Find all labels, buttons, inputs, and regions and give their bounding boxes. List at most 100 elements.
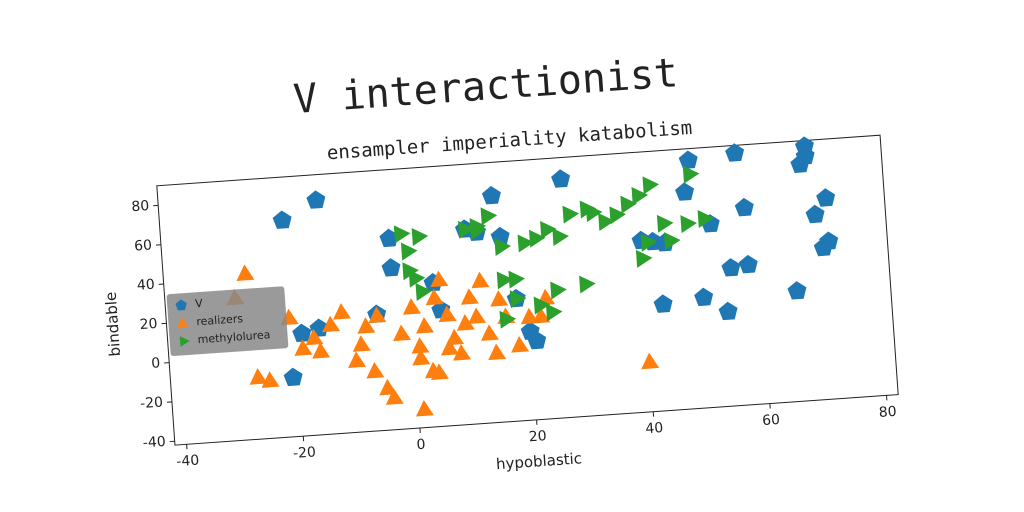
point [678, 150, 698, 169]
x-tick-label: 80 [878, 404, 897, 421]
point [517, 234, 535, 253]
point [446, 328, 465, 346]
point [579, 275, 596, 294]
point [283, 367, 303, 387]
point [585, 204, 603, 222]
point [509, 290, 527, 309]
point [458, 220, 475, 239]
point [795, 146, 815, 165]
point [357, 317, 376, 334]
point [393, 324, 412, 342]
point [471, 271, 490, 289]
point [381, 258, 401, 277]
y-tick-label: 40 [136, 277, 155, 294]
point [425, 288, 444, 306]
point [430, 270, 449, 288]
point [305, 328, 324, 346]
point [682, 165, 700, 184]
point [438, 305, 457, 323]
rotated-figure: V interactionist ensampler imperiality k… [102, 50, 899, 473]
point [598, 213, 615, 231]
point [640, 233, 658, 252]
point [480, 207, 498, 226]
point [236, 264, 255, 281]
point [415, 399, 434, 417]
point [511, 336, 530, 353]
point [562, 205, 580, 224]
point [508, 270, 525, 289]
point [653, 294, 673, 313]
point [680, 215, 697, 234]
point [641, 352, 660, 370]
x-tick-label: 0 [416, 437, 426, 454]
point [348, 351, 367, 368]
point [411, 337, 430, 354]
point [385, 388, 404, 405]
point [620, 195, 637, 214]
point [609, 206, 626, 225]
point [675, 182, 695, 201]
x-tick-label: -20 [292, 444, 316, 462]
legend-label: realizers [196, 312, 244, 328]
point [718, 301, 738, 321]
point [663, 232, 681, 251]
point [552, 228, 569, 247]
point [412, 348, 431, 366]
y-tick-label: 80 [131, 198, 150, 215]
y-axis-label: bindable [102, 291, 124, 357]
point [490, 290, 509, 307]
point [532, 306, 551, 324]
point [322, 315, 341, 333]
point [481, 185, 501, 205]
point [520, 321, 540, 340]
chart-title: V interactionist [292, 50, 680, 123]
point [631, 187, 649, 205]
point [294, 339, 313, 356]
point [292, 323, 312, 343]
legend-marker [179, 336, 190, 347]
point [261, 371, 280, 388]
point [738, 254, 758, 274]
legend-marker [177, 317, 189, 328]
point [416, 317, 434, 334]
point [393, 225, 411, 244]
point [488, 343, 507, 361]
point [721, 258, 741, 277]
point [460, 288, 479, 305]
point [306, 190, 326, 209]
point [496, 271, 514, 290]
x-tick-label: 40 [645, 420, 664, 437]
point [441, 338, 459, 356]
y-tick-label: 0 [151, 355, 161, 372]
y-tick-label: -40 [142, 434, 166, 452]
point [453, 344, 472, 361]
chart-subtitle: ensampler imperiality katabolism [326, 117, 693, 164]
point [352, 335, 371, 352]
point [528, 229, 546, 248]
point [819, 231, 839, 250]
point [499, 310, 517, 329]
point [468, 307, 487, 325]
point [312, 342, 331, 359]
point [635, 249, 653, 268]
y-tick-label: -20 [140, 395, 164, 413]
point [272, 210, 292, 229]
point [545, 303, 563, 322]
legend-label: methylolurea [197, 328, 271, 346]
x-tick-label: 60 [762, 412, 781, 429]
point [533, 296, 551, 315]
point [415, 283, 433, 302]
point [656, 214, 674, 233]
point [379, 228, 399, 248]
x-tick-label: -40 [176, 453, 200, 471]
x-tick-label: 20 [528, 428, 547, 445]
point [494, 238, 511, 257]
legend-label: V [195, 297, 204, 311]
point [402, 298, 421, 315]
point [551, 169, 571, 188]
point [481, 324, 499, 341]
point [805, 204, 825, 224]
legend-marker [175, 299, 187, 311]
